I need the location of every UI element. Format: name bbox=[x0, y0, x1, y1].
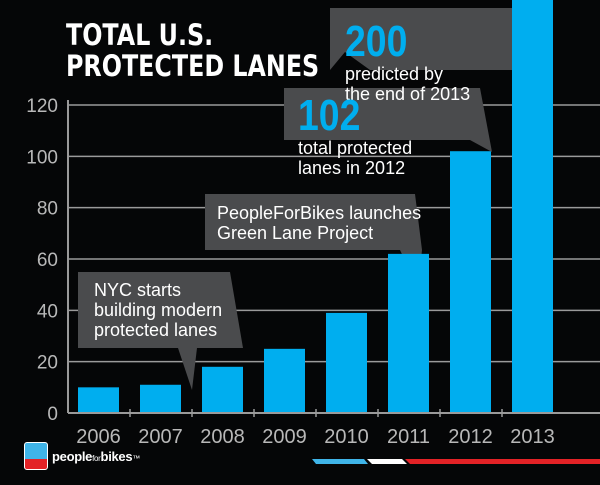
callout-2012: 102 total protected lanes in 2012 bbox=[298, 91, 413, 179]
title-line: PROTECTED LANES bbox=[66, 49, 320, 83]
callout-2012-box bbox=[284, 88, 492, 152]
logo-people: people bbox=[52, 448, 93, 464]
callout-text: NYC starts bbox=[94, 280, 182, 300]
callout-text: lanes in 2012 bbox=[298, 158, 406, 178]
x-tick-label: 2012 bbox=[448, 426, 493, 448]
logo-text: peopleforbikes™ bbox=[52, 449, 140, 464]
callout-text: the end of 2013 bbox=[345, 84, 471, 104]
callout-big-number: 200 bbox=[345, 17, 408, 66]
y-tick-label: 120 bbox=[26, 96, 58, 117]
y-tick-label: 60 bbox=[37, 250, 58, 271]
bar-2010 bbox=[326, 312, 367, 413]
stripe-blue bbox=[312, 459, 368, 464]
callout-text: PeopleForBikes launches bbox=[217, 203, 422, 223]
stripe-red bbox=[405, 459, 600, 464]
peopleforbikes-logo: peopleforbikes™ bbox=[24, 442, 140, 470]
bike-icon bbox=[24, 442, 48, 470]
x-tick-label: 2008 bbox=[200, 426, 245, 448]
callout-glp-box bbox=[205, 194, 422, 288]
callout-nyc-box bbox=[78, 272, 243, 390]
callout-big-number: 102 bbox=[298, 91, 361, 140]
y-tick-label: 0 bbox=[47, 404, 58, 425]
logo-bikes: bikes bbox=[100, 448, 133, 464]
callout-2013-box bbox=[330, 8, 512, 70]
logo-for: for bbox=[92, 453, 101, 463]
bar-2008 bbox=[202, 366, 243, 413]
y-tick-label: 80 bbox=[37, 199, 58, 220]
chart-title: TOTAL U.S. PROTECTED LANES bbox=[66, 20, 319, 82]
stripe-white bbox=[367, 459, 407, 464]
bar-2006 bbox=[78, 387, 119, 413]
y-tick-label: 20 bbox=[37, 353, 58, 374]
callout-2013: 200 predicted by the end of 2013 bbox=[345, 17, 471, 105]
x-tick-label: 2013 bbox=[510, 426, 555, 448]
x-tick-label: 2010 bbox=[324, 426, 369, 448]
callout-text: Green Lane Project bbox=[217, 223, 374, 243]
callout-green-lane-project: PeopleForBikes launches Green Lane Proje… bbox=[217, 203, 421, 243]
x-tick-label: 2009 bbox=[262, 426, 307, 448]
bar-2011 bbox=[388, 253, 429, 413]
title-line: TOTAL U.S. bbox=[66, 18, 214, 52]
x-tick-label: 2006 bbox=[76, 426, 121, 448]
bar-2009 bbox=[264, 348, 305, 413]
callout-text: building modern bbox=[94, 300, 223, 320]
logo-tm: ™ bbox=[132, 453, 140, 463]
callout-nyc: NYC starts building modern protected lan… bbox=[94, 280, 222, 340]
y-tick-label: 40 bbox=[37, 301, 58, 322]
x-tick-label: 2007 bbox=[138, 426, 183, 448]
y-tick-label: 100 bbox=[26, 147, 58, 168]
x-tick-label: 2011 bbox=[387, 426, 430, 448]
bar-2013 bbox=[512, 0, 553, 413]
bar-2007 bbox=[140, 384, 181, 413]
bar-2012 bbox=[450, 151, 491, 413]
callout-text: total protected bbox=[298, 138, 413, 158]
callout-text: protected lanes bbox=[94, 320, 218, 340]
callout-text: predicted by bbox=[345, 64, 444, 84]
